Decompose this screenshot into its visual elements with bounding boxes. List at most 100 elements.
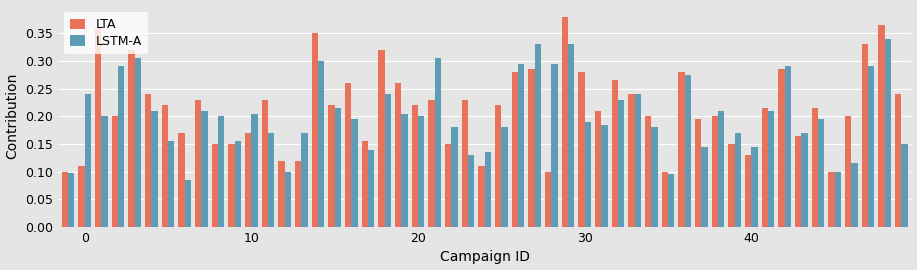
Bar <box>212 144 218 227</box>
Bar <box>318 61 325 227</box>
Bar <box>468 155 474 227</box>
Bar <box>184 180 191 227</box>
Bar <box>618 100 624 227</box>
Bar <box>268 133 274 227</box>
Bar <box>151 111 158 227</box>
Bar <box>251 113 258 227</box>
Bar <box>518 64 525 227</box>
Bar <box>218 116 225 227</box>
Bar <box>585 122 591 227</box>
Bar <box>662 172 668 227</box>
Bar <box>284 172 291 227</box>
Bar <box>95 28 101 227</box>
Bar <box>528 69 535 227</box>
Bar <box>551 64 558 227</box>
Bar <box>495 105 502 227</box>
Bar <box>595 111 602 227</box>
Bar <box>878 25 885 227</box>
Bar <box>834 172 841 227</box>
Bar <box>379 50 385 227</box>
Bar <box>712 116 718 227</box>
Bar <box>461 100 468 227</box>
Bar <box>602 124 608 227</box>
Bar <box>762 108 768 227</box>
Bar <box>746 155 751 227</box>
Bar <box>512 72 518 227</box>
Bar <box>535 44 541 227</box>
Bar <box>768 111 775 227</box>
Bar <box>202 111 207 227</box>
Bar <box>178 133 184 227</box>
Bar <box>702 147 708 227</box>
Bar <box>302 133 308 227</box>
Bar <box>395 83 402 227</box>
Bar <box>645 116 651 227</box>
Bar <box>235 141 241 227</box>
Bar <box>579 72 585 227</box>
Bar <box>651 127 657 227</box>
Bar <box>728 144 735 227</box>
Bar <box>812 108 818 227</box>
Bar <box>61 172 68 227</box>
Bar <box>779 69 785 227</box>
Bar <box>451 127 458 227</box>
Bar <box>335 108 341 227</box>
Bar <box>795 136 801 227</box>
Bar <box>635 94 641 227</box>
Bar <box>435 58 441 227</box>
Bar <box>279 161 284 227</box>
Bar <box>901 144 908 227</box>
Bar <box>885 39 891 227</box>
Bar <box>801 133 808 227</box>
Bar <box>168 141 174 227</box>
Bar <box>78 166 84 227</box>
Bar <box>562 17 568 227</box>
Bar <box>68 173 74 227</box>
Bar <box>868 66 875 227</box>
Bar <box>545 172 551 227</box>
Bar <box>628 94 635 227</box>
Bar <box>128 50 135 227</box>
Bar <box>418 116 425 227</box>
Bar <box>145 94 151 227</box>
Bar <box>568 44 574 227</box>
Bar <box>261 100 268 227</box>
X-axis label: Campaign ID: Campaign ID <box>440 251 530 264</box>
Bar <box>361 141 368 227</box>
Bar <box>818 119 824 227</box>
Bar <box>345 83 351 227</box>
Bar <box>445 144 451 227</box>
Bar <box>385 94 391 227</box>
Bar <box>685 75 691 227</box>
Bar <box>84 94 91 227</box>
Y-axis label: Contribution: Contribution <box>6 73 19 160</box>
Bar <box>612 80 618 227</box>
Bar <box>852 163 857 227</box>
Bar <box>135 58 141 227</box>
Bar <box>161 105 168 227</box>
Bar <box>862 44 868 227</box>
Bar <box>751 147 757 227</box>
Bar <box>895 94 901 227</box>
Bar <box>118 66 125 227</box>
Bar <box>402 113 408 227</box>
Bar <box>428 100 435 227</box>
Bar <box>195 100 202 227</box>
Bar <box>228 144 235 227</box>
Bar <box>101 116 107 227</box>
Bar <box>245 133 251 227</box>
Bar <box>479 166 485 227</box>
Bar <box>412 105 418 227</box>
Bar <box>351 119 358 227</box>
Bar <box>328 105 335 227</box>
Bar <box>502 127 508 227</box>
Legend: LTA, LSTM-A: LTA, LSTM-A <box>64 12 148 54</box>
Bar <box>295 161 302 227</box>
Bar <box>828 172 834 227</box>
Bar <box>368 150 374 227</box>
Bar <box>112 116 118 227</box>
Bar <box>785 66 791 227</box>
Bar <box>679 72 685 227</box>
Bar <box>735 133 741 227</box>
Bar <box>718 111 724 227</box>
